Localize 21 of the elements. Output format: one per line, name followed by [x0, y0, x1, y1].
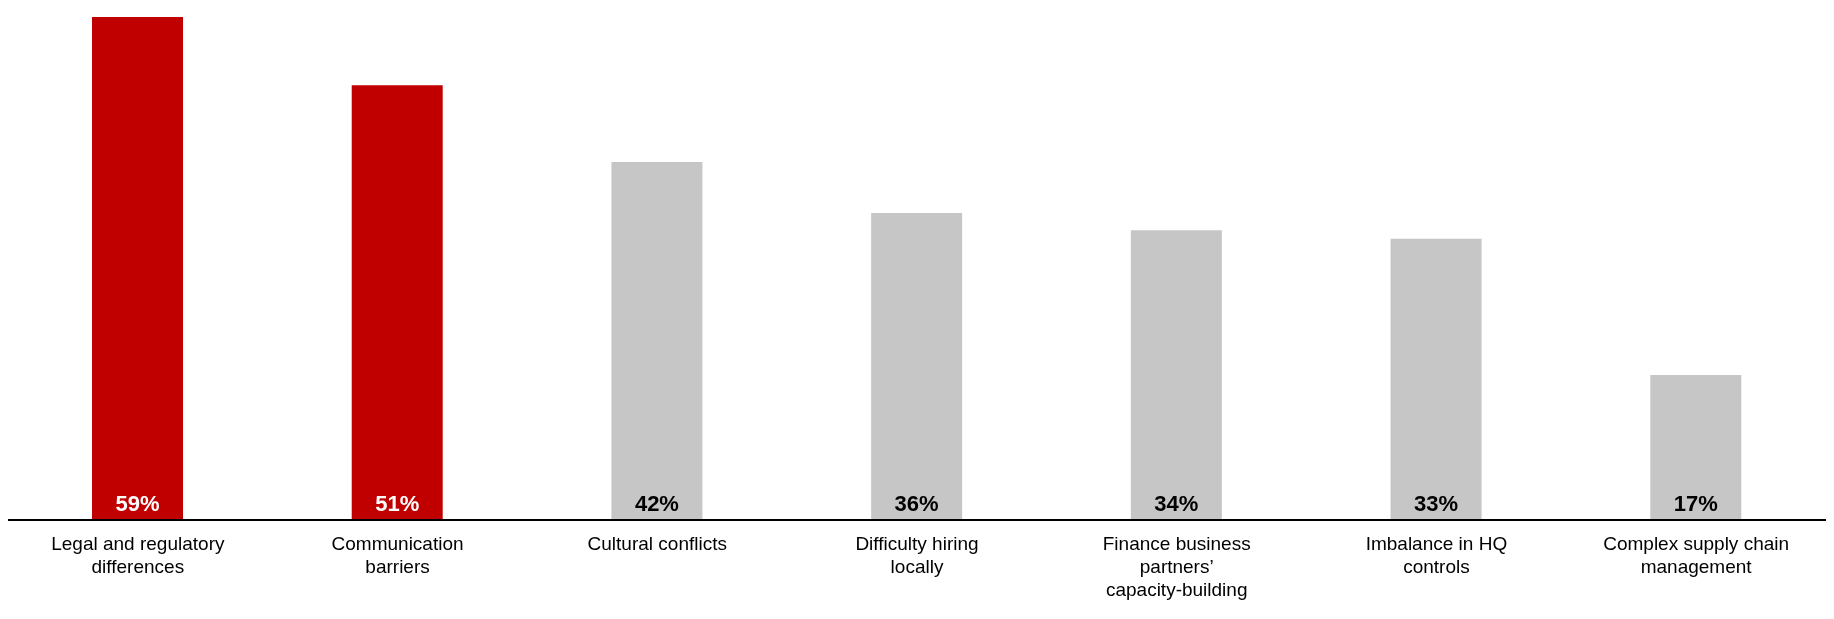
x-tick-label: Communication barriers — [331, 533, 464, 577]
x-tick-label: Imbalance in HQ controls — [1365, 533, 1508, 577]
bar — [1390, 238, 1482, 520]
bar — [92, 17, 183, 520]
data-label: 51% — [375, 491, 420, 516]
data-label: 42% — [634, 491, 679, 516]
x-tick-label: Complex supply chain management — [1603, 533, 1790, 577]
data-label: 36% — [894, 491, 939, 516]
x-tick-label: Legal and regulatory differences — [51, 533, 225, 577]
x-tick-label: Finance business partners’ capacity-building — [1102, 533, 1251, 600]
bar — [611, 161, 703, 520]
data-label: 34% — [1154, 491, 1199, 516]
x-tick-label: Cultural conflicts — [587, 533, 727, 554]
bar — [1650, 375, 1742, 520]
data-label: 33% — [1414, 491, 1459, 516]
bar — [871, 213, 963, 520]
bar — [351, 85, 443, 520]
bar — [1130, 230, 1222, 520]
data-label: 59% — [115, 491, 160, 516]
data-label: 17% — [1673, 491, 1718, 516]
x-tick-label: Difficulty hiring locally — [855, 533, 979, 577]
